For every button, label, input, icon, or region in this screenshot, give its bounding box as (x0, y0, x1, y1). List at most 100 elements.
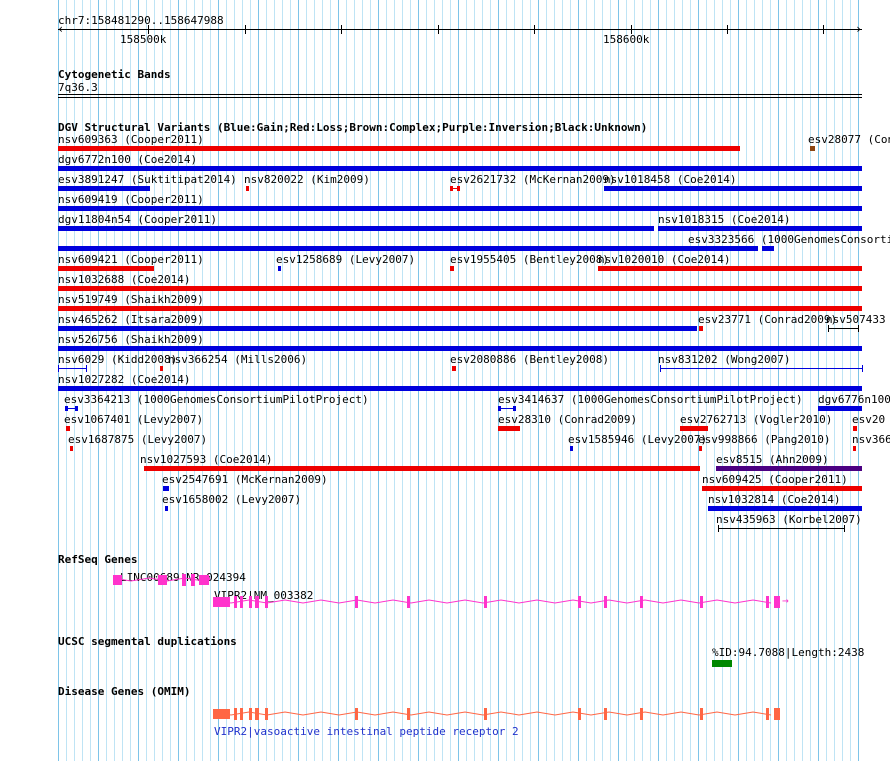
dgv-feature-label: nsv366254 (Mills2006) (168, 353, 308, 366)
dgv-feature-label: nsv1020010 (Coe2014) (598, 253, 731, 266)
dgv-feature-bar[interactable] (58, 266, 154, 271)
gene-exon[interactable] (255, 708, 259, 720)
dgv-feature-bar[interactable] (246, 186, 249, 191)
dgv-feature-bar[interactable] (699, 446, 702, 451)
segdup-block[interactable] (712, 660, 732, 667)
gene-exon[interactable] (640, 708, 643, 720)
grid-line (690, 0, 691, 761)
dgv-feature-knob (513, 406, 516, 411)
dgv-feature-bar[interactable] (58, 246, 758, 251)
gene-exon[interactable] (700, 708, 703, 720)
dgv-feature-bar[interactable] (58, 146, 740, 151)
grid-line (282, 0, 283, 761)
dgv-feature-line[interactable] (718, 528, 844, 529)
dgv-feature-bar[interactable] (58, 306, 862, 311)
dgv-feature-bar[interactable] (58, 386, 862, 391)
gene-exon[interactable] (213, 597, 230, 607)
dgv-feature-bar[interactable] (66, 426, 70, 431)
gene-exon[interactable] (355, 596, 358, 608)
dgv-feature-bar[interactable] (853, 426, 857, 431)
ruler-tick (631, 25, 632, 34)
gene-exon[interactable] (240, 596, 243, 608)
gene-exon[interactable] (234, 708, 237, 720)
dgv-feature-bar[interactable] (160, 366, 163, 371)
gene-exon[interactable] (249, 596, 252, 608)
dgv-feature-bar[interactable] (58, 186, 150, 191)
grid-line (322, 0, 323, 761)
dgv-feature-bar[interactable] (604, 186, 862, 191)
dgv-feature-bar[interactable] (853, 446, 856, 451)
dgv-feature-bar[interactable] (58, 166, 862, 171)
gene-exon[interactable] (191, 574, 195, 586)
gene-exon[interactable] (182, 574, 186, 586)
dgv-feature-label: esv2621732 (McKernan2009) (450, 173, 616, 186)
dgv-feature-label: esv28310 (Conrad2009) (498, 413, 638, 426)
grid-line (418, 0, 419, 761)
dgv-feature-bar[interactable] (165, 506, 168, 511)
dgv-feature-bar[interactable] (58, 206, 862, 211)
dgv-feature-bar[interactable] (498, 426, 520, 431)
gene-exon[interactable] (578, 708, 581, 720)
dgv-feature-label: esv1955405 (Bentley2008) (450, 253, 609, 266)
grid-line (386, 0, 387, 761)
dgv-feature-bar[interactable] (450, 266, 454, 271)
gene-exon[interactable] (158, 575, 167, 585)
dgv-feature-bar[interactable] (708, 506, 862, 511)
gene-exon[interactable] (249, 708, 252, 720)
dgv-feature-bar[interactable] (598, 266, 862, 271)
grid-line (82, 0, 83, 761)
dgv-feature-bar[interactable] (278, 266, 281, 271)
gene-exon[interactable] (355, 708, 358, 720)
gene-exon[interactable] (234, 596, 237, 608)
dgv-feature-knob (498, 406, 501, 411)
dgv-feature-bar[interactable] (716, 466, 862, 471)
gene-exon[interactable] (766, 708, 769, 720)
dgv-feature-bar[interactable] (58, 326, 697, 331)
gene-exon[interactable] (578, 596, 581, 608)
gene-exon[interactable] (484, 596, 487, 608)
dgv-feature-bar[interactable] (58, 346, 862, 351)
gene-exon[interactable] (407, 708, 410, 720)
dgv-feature-line[interactable] (65, 408, 78, 409)
grid-line (578, 0, 579, 761)
gene-exon[interactable] (766, 596, 769, 608)
gene-exon[interactable] (774, 596, 780, 608)
gene-exon[interactable] (255, 596, 259, 608)
dgv-feature-bar[interactable] (452, 366, 456, 371)
dgv-feature-bar[interactable] (810, 146, 815, 151)
dgv-feature-label: esv1067401 (Levy2007) (64, 413, 204, 426)
gene-exon[interactable] (484, 708, 487, 720)
gene-exon[interactable] (604, 596, 607, 608)
dgv-feature-line[interactable] (450, 188, 460, 189)
dgv-feature-line[interactable] (828, 328, 858, 329)
gene-exon[interactable] (407, 596, 410, 608)
dgv-feature-line[interactable] (660, 368, 862, 369)
dgv-feature-bar[interactable] (58, 226, 654, 231)
dgv-feature-bar[interactable] (702, 486, 862, 491)
gene-exon[interactable] (640, 596, 643, 608)
dgv-feature-bar[interactable] (570, 446, 573, 451)
grid-line (594, 0, 595, 761)
dgv-feature-bar[interactable] (818, 406, 862, 411)
gene-exon[interactable] (240, 708, 243, 720)
dgv-feature-label: nsv1018315 (Coe2014) (658, 213, 791, 226)
dgv-feature-bar[interactable] (58, 286, 862, 291)
dgv-feature-label: esv20 (852, 413, 886, 426)
dgv-feature-bar[interactable] (658, 226, 862, 231)
dgv-feature-bar[interactable] (680, 426, 708, 431)
gene-exon[interactable] (113, 575, 122, 585)
gene-exon[interactable] (604, 708, 607, 720)
dgv-feature-bar[interactable] (70, 446, 73, 451)
dgv-feature-line[interactable] (58, 368, 86, 369)
dgv-feature-bar[interactable] (144, 466, 700, 471)
dgv-feature-line[interactable] (498, 408, 516, 409)
gene-exon[interactable] (265, 596, 268, 608)
gene-exon[interactable] (213, 709, 230, 719)
dgv-feature-label: esv1658002 (Levy2007) (162, 493, 302, 506)
gene-exon[interactable] (199, 575, 209, 585)
gene-exon[interactable] (265, 708, 268, 720)
gene-exon[interactable] (700, 596, 703, 608)
gene-exon[interactable] (774, 708, 780, 720)
dgv-feature-bar[interactable] (699, 326, 703, 331)
dgv-feature-endcap (862, 365, 863, 372)
